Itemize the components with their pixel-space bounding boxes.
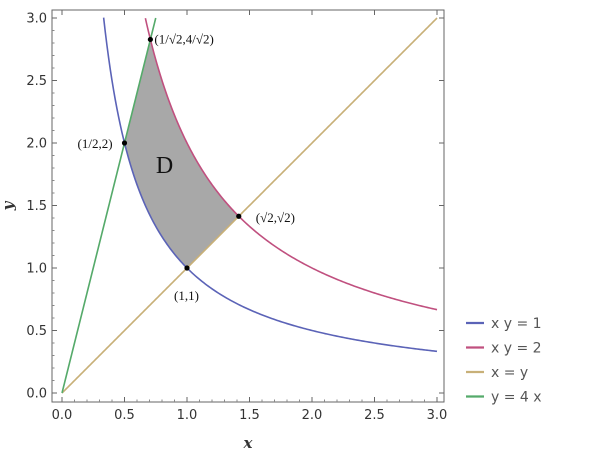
point-marker [236,213,242,219]
point-marker [121,140,128,146]
y-tick-label: 1.0 [26,262,47,277]
x-tick-label: 0.0 [52,408,73,423]
legend-entry-y-4-x: y = 4 x [491,390,542,406]
series-line-x-y [61,17,438,394]
point-marker [147,36,153,43]
series-line-x-y-1 [102,17,438,353]
y-tick-label: 2.5 [26,74,47,89]
x-tick-label: 1.0 [177,408,198,423]
legend-entry-x-y: x = y [491,365,528,381]
x-tick-label: 0.5 [114,408,135,423]
point-label: (1,1) [174,288,199,303]
y-tick-label: 0.0 [26,387,47,402]
y-axis-label: y [0,200,17,211]
legend-entry-x-y-2: x y = 2 [491,341,542,357]
x-axis-label: x [243,434,254,452]
x-tick-label: 1.5 [239,408,260,423]
y-tick-label: 0.5 [26,324,47,339]
point-label: (1/2,2) [78,136,113,151]
point-label: (1/√2,4/√2) [154,31,213,46]
point-marker [184,265,190,271]
region-d [124,39,239,269]
y-tick-label: 2.0 [26,137,47,152]
series-line-x-y-2 [144,18,438,311]
y-tick-label: 1.5 [26,199,47,214]
x-tick-label: 2.0 [302,408,323,423]
series-line-y-4-x [61,17,157,394]
region-label: D [156,153,173,179]
point-label: (√2,√2) [256,210,295,225]
x-tick-label: 2.5 [364,408,385,423]
x-tick-label: 3.0 [427,408,448,423]
y-tick-label: 3.0 [26,12,47,27]
legend-entry-x-y-1: x y = 1 [491,316,542,332]
